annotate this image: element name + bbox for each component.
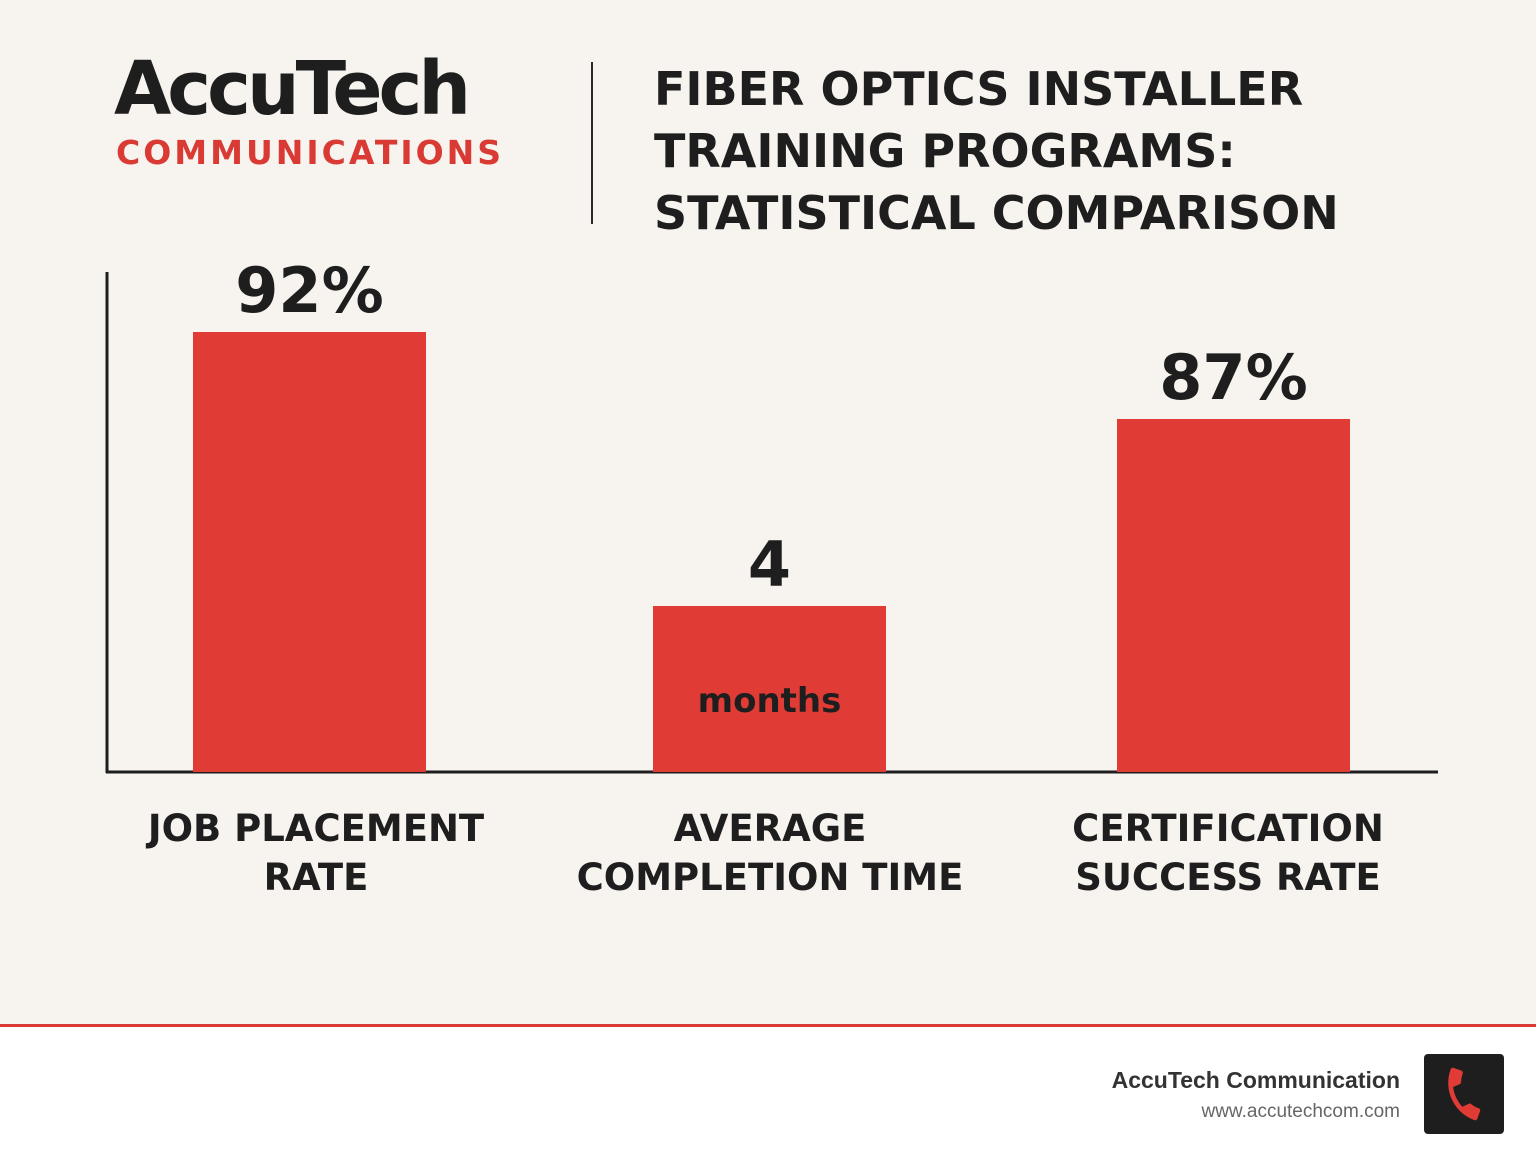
data-label-1: 92% [235,254,383,327]
footer-url[interactable]: www.accutechcom.com [1201,1101,1400,1122]
category-label-2-line-1: AVERAGE [674,807,867,850]
header-divider [591,62,593,224]
data-label-3: 87% [1159,341,1307,414]
data-label-2: 4 [748,528,791,601]
category-label-1-line-2: RATE [264,856,369,899]
logo-subtitle: COMMUNICATIONS [116,133,505,172]
category-label-2-line-2: COMPLETION TIME [577,856,964,899]
category-label-1-line-1: JOB PLACEMENT [145,807,485,850]
footer: AccuTech Communication www.accutechcom.c… [0,1024,1536,1157]
title-line-1: FIBER OPTICS INSTALLER [654,62,1304,116]
phone-glyph [1448,1067,1481,1121]
category-label-3-line-1: CERTIFICATION [1072,807,1384,850]
bar-3 [1117,419,1350,772]
bar-1 [193,332,426,772]
bar-chart: 92% JOB PLACEMENT RATE 4 months AVERAGE COMPLE… [105,254,1438,899]
page-title: FIBER OPTICS INSTALLER TRAINING PROGRAMS… [654,58,1414,244]
bar-2 [653,606,886,772]
category-label-3-line-2: SUCCESS RATE [1075,856,1381,899]
phone-icon[interactable] [1424,1054,1504,1134]
logo-wordmark: AccuTech [114,46,471,132]
title-line-3: STATISTICAL COMPARISON [654,186,1339,240]
title-line-2: TRAINING PROGRAMS: [654,124,1236,178]
footer-company: AccuTech Communication [1111,1067,1400,1093]
inner-label-2: months [698,681,842,721]
